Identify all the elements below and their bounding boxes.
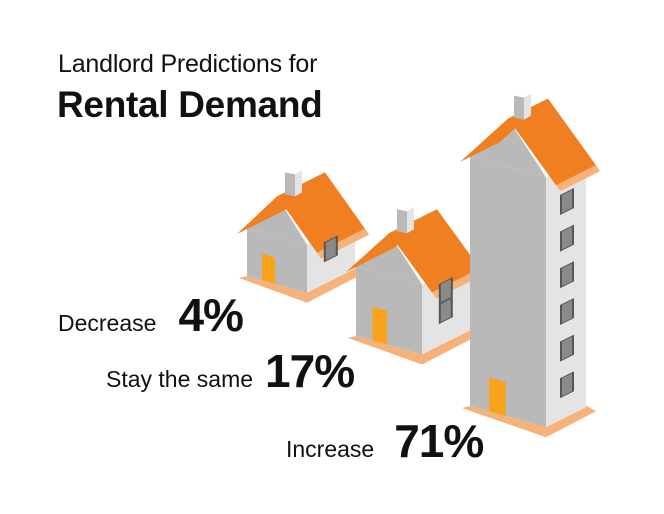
house-stay-the-same-window-glass-0 [440, 299, 451, 323]
house-decrease-door [262, 253, 276, 284]
house-decrease-window-glass-0 [325, 237, 336, 261]
house-increase-roof-right [508, 98, 596, 186]
category-label: Stay the same [106, 366, 254, 392]
house-decrease-chimney-front [285, 172, 295, 197]
chart-title-line1: Landlord Predictions for [58, 50, 318, 78]
house-increase-window-glass-0 [562, 373, 572, 397]
house-increase-chimney-side [524, 93, 531, 120]
house-increase-window-glass-3 [562, 263, 572, 287]
value-label: 17% [265, 345, 355, 397]
house-stay-the-same-door [372, 306, 388, 345]
house-decrease-gable [247, 196, 307, 245]
category-label: Decrease [58, 310, 157, 336]
house-stay-the-same-gable [356, 233, 422, 285]
value-label: 71% [394, 415, 484, 467]
chart-title-line2: Rental Demand [57, 84, 323, 125]
house-stay-the-same-chimney-side [407, 207, 414, 234]
house-increase-window-glass-2 [562, 299, 572, 323]
house-increase-side-wall [546, 157, 586, 428]
house-increase-gable [470, 118, 546, 178]
house-decrease-base [239, 266, 365, 303]
category-row-increase: Increase 71% [286, 414, 484, 468]
house-increase-chimney-front [514, 95, 524, 120]
house-increase-window-glass-4 [562, 226, 572, 250]
house-increase-window-glass-1 [562, 336, 572, 360]
house-increase-roof-edge [556, 165, 600, 192]
category-label: Increase [286, 436, 375, 462]
house-stay-the-same-chimney-front [397, 209, 407, 234]
category-row-stay-the-same: Stay the same 17% [106, 344, 355, 398]
house-increase-base [462, 405, 596, 438]
house-increase-window-glass-5 [562, 189, 572, 213]
category-row-decrease: Decrease 4% [58, 288, 244, 342]
house-decrease-chimney-side [295, 170, 302, 197]
value-label: 4% [178, 289, 243, 341]
house-increase-front-wall [470, 156, 546, 428]
house-stay-the-same-window-glass-1 [440, 279, 451, 303]
house-increase-door [489, 377, 506, 417]
